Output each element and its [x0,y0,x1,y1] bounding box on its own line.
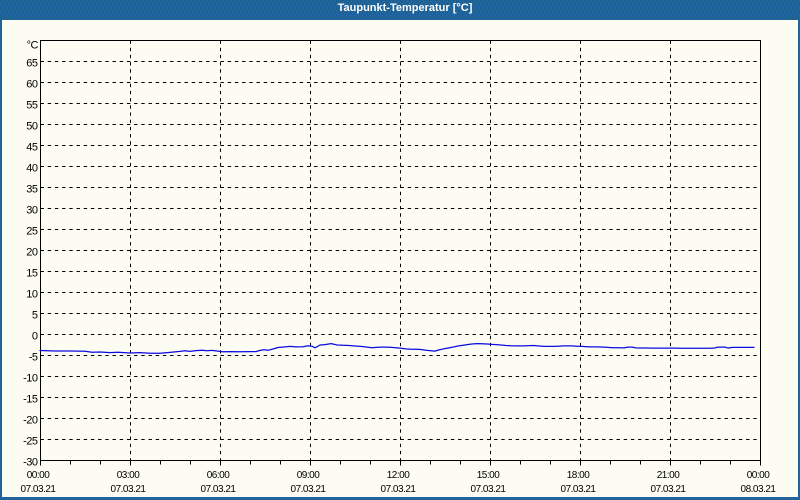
svg-text:-10: -10 [23,372,38,384]
svg-text:07.03.21: 07.03.21 [471,484,507,495]
svg-text:09:00: 09:00 [297,470,320,481]
svg-text:00:00: 00:00 [27,470,50,481]
svg-text:10: 10 [26,288,38,300]
svg-text:15:00: 15:00 [477,470,500,481]
svg-text:07.03.21: 07.03.21 [381,484,417,495]
svg-text:-25: -25 [23,435,38,447]
svg-text:-20: -20 [23,414,38,426]
svg-text:°C: °C [27,40,39,52]
svg-text:07.03.21: 07.03.21 [561,484,597,495]
svg-text:07.03.21: 07.03.21 [201,484,237,495]
svg-text:50: 50 [26,120,38,132]
svg-text:20: 20 [26,246,38,258]
svg-text:07.03.21: 07.03.21 [651,484,687,495]
svg-text:03:00: 03:00 [117,470,140,481]
svg-text:60: 60 [26,78,38,90]
svg-text:06:00: 06:00 [207,470,230,481]
svg-text:55: 55 [26,99,38,111]
svg-text:00:00: 00:00 [747,470,770,481]
svg-text:-30: -30 [23,456,38,468]
svg-text:07.03.21: 07.03.21 [111,484,147,495]
svg-text:12:00: 12:00 [387,470,410,481]
svg-text:15: 15 [26,267,38,279]
svg-text:45: 45 [26,141,38,153]
svg-text:07.03.21: 07.03.21 [21,484,57,495]
svg-text:0: 0 [32,330,38,342]
svg-text:-5: -5 [29,351,38,363]
svg-text:07.03.21: 07.03.21 [291,484,327,495]
svg-text:65: 65 [26,57,38,69]
svg-text:40: 40 [26,162,38,174]
svg-text:5: 5 [32,309,38,321]
svg-text:21:00: 21:00 [657,470,680,481]
svg-text:-15: -15 [23,393,38,405]
svg-text:30: 30 [26,204,38,216]
svg-text:35: 35 [26,183,38,195]
svg-text:08.03.21: 08.03.21 [741,484,777,495]
svg-text:25: 25 [26,225,38,237]
svg-text:18:00: 18:00 [567,470,590,481]
